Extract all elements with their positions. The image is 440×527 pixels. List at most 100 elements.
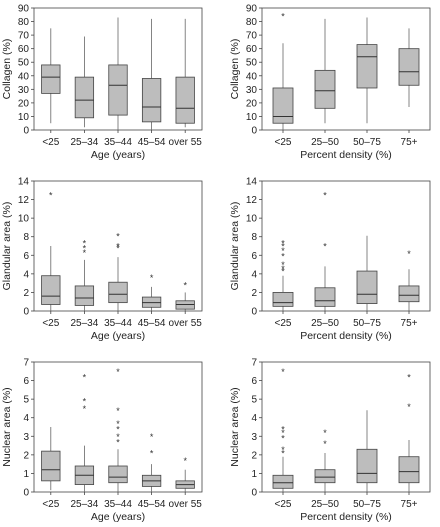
box-iqr [398,456,420,484]
y-tick-label: 6 [23,376,29,387]
outlier-point: * [150,449,154,459]
outlier-point: * [281,424,285,434]
x-tick-label: 35–44 [104,499,132,510]
outlier-point: * [83,243,87,253]
y-tick-label: 40 [18,71,30,82]
outlier-point: * [281,246,285,256]
x-tick-label: 25–34 [70,137,98,148]
y-tick-label: 10 [18,112,30,123]
plot-frame [261,180,431,312]
y-axis-title: Glandular area (%) [1,202,13,291]
box-iqr [41,275,61,305]
box-iqr [314,287,336,307]
outlier-point: * [281,252,285,262]
y-axis-title: Collagen (%) [229,39,241,100]
y-tick-label: 80 [18,17,30,28]
y-tick-label: 6 [251,376,257,387]
outlier-point: * [49,190,53,200]
y-tick-label: 5 [251,395,257,406]
y-tick-label: 12 [246,195,258,206]
x-tick-label: <25 [42,499,59,510]
y-tick-label: 0 [251,488,257,499]
outlier-point: * [116,231,120,241]
y-tick-label: 20 [246,98,258,109]
box-4: ** [141,432,162,492]
box-iqr [272,292,294,307]
x-tick-label: 35–44 [104,318,132,329]
y-tick-label: 0 [251,307,257,318]
box-iqr [314,69,336,109]
box-4 [141,18,162,130]
box-iqr [398,285,420,303]
box-4: ** [398,372,420,492]
box-3 [108,17,128,130]
y-tick-label: 70 [246,31,258,42]
box-2: ** [314,190,336,311]
y-tick-label: 80 [246,17,258,28]
box-2 [74,36,95,128]
y-axis-title: Nuclear area (%) [1,387,13,466]
outlier-point: * [281,239,285,249]
x-tick-label: <25 [275,499,292,510]
box-3 [356,235,378,311]
box-3 [356,17,378,124]
x-tick-label: 75+ [401,318,418,329]
y-tick-label: 3 [251,432,257,443]
y-tick-label: 1 [23,469,29,480]
y-tick-label: 0 [251,126,257,137]
y-tick-label: 4 [23,413,29,424]
y-tick-label: 6 [251,251,257,262]
x-tick-label: 75+ [401,137,418,148]
y-tick-label: 12 [18,195,30,206]
outlier-point: * [116,243,120,253]
outlier-point: * [83,248,87,258]
outlier-point: * [83,397,87,407]
box-iqr [108,281,128,304]
outlier-point: * [281,428,285,438]
x-tick-label: over 55 [169,137,203,148]
outlier-point: * [407,372,411,382]
y-tick-label: 60 [246,44,258,55]
x-tick-label: over 55 [169,318,203,329]
x-tick-label: 50–75 [353,318,381,329]
box-3: *** [108,231,128,311]
outlier-point: * [183,281,187,291]
box-iqr [356,448,378,484]
chart-panel-6: 0 1 2 3 4 5 6 7 <25 25–50 50–75 75+ Percent density … [229,358,431,523]
y-tick-label: 50 [246,58,258,69]
y-tick-label: 70 [18,31,30,42]
outlier-point: * [116,424,120,434]
box-1: ******* [272,239,294,311]
y-tick-label: 5 [23,395,29,406]
x-tick-label: <25 [275,318,292,329]
box-iqr [108,64,128,116]
outlier-point: * [323,190,327,200]
outlier-point: * [116,432,120,442]
outlier-point: * [83,404,87,414]
box-1 [41,427,61,491]
y-tick-label: 0 [23,126,29,137]
box-iqr [314,469,336,484]
outlier-point: * [281,264,285,274]
y-tick-label: 1 [251,469,257,480]
y-tick-label: 20 [18,98,30,109]
outlier-point: * [323,428,327,438]
y-tick-label: 10 [18,214,30,225]
outlier-point: * [281,12,285,22]
outlier-point: * [281,267,285,277]
outlier-point: * [116,406,120,416]
box-1: * [41,190,61,311]
y-tick-label: 2 [23,450,29,461]
y-tick-label: 6 [23,251,29,262]
outlier-point: * [281,367,285,377]
y-tick-label: 4 [23,269,29,280]
box-iqr [141,78,162,123]
y-tick-label: 7 [251,358,257,369]
x-axis-title: Percent density (%) [300,330,392,342]
y-tick-label: 10 [246,214,258,225]
y-tick-label: 14 [18,177,30,188]
chart-panel-1: 0 10 20 30 40 50 60 70 80 90 <25 25–34 35–44 45–54 ove… [1,4,203,161]
box-iqr [398,48,420,86]
box-iqr [74,76,95,119]
x-tick-label: 50–75 [353,499,381,510]
